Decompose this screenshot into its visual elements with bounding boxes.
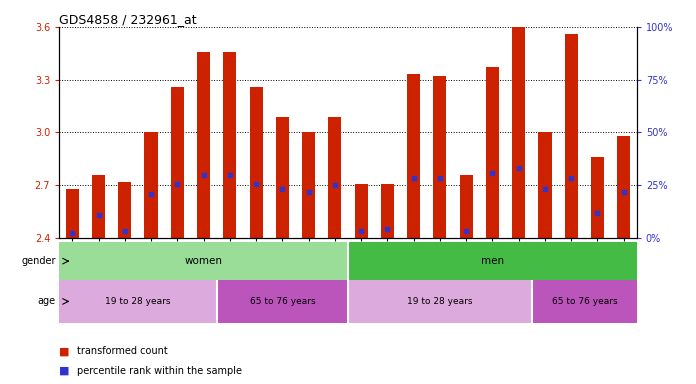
Bar (216, 280, 348, 323)
Text: percentile rank within the sample: percentile rank within the sample (77, 366, 242, 376)
Point (277, 186, 288, 192)
Point (172, 180, 183, 187)
Bar (118, 182, 132, 238)
Bar (171, 87, 184, 238)
Bar (276, 117, 289, 238)
Bar (434, 76, 446, 238)
Bar (92, 175, 105, 238)
Bar (407, 74, 420, 238)
Point (539, 186, 551, 192)
Bar (539, 132, 551, 238)
Text: 65 to 76 years: 65 to 76 years (250, 297, 315, 306)
Bar (354, 184, 367, 238)
Point (251, 180, 262, 187)
Bar (250, 87, 262, 238)
Bar (302, 132, 315, 238)
Point (67, 230, 78, 236)
Bar (459, 175, 473, 238)
Bar (65, 189, 79, 238)
Text: women: women (184, 256, 223, 266)
Point (592, 210, 603, 217)
Bar (486, 67, 499, 238)
Point (434, 175, 445, 181)
Bar (617, 136, 631, 238)
Bar (591, 157, 604, 238)
Bar (348, 242, 637, 280)
Text: 65 to 76 years: 65 to 76 years (551, 297, 617, 306)
Text: 19 to 28 years: 19 to 28 years (105, 297, 171, 306)
Bar (532, 280, 637, 323)
Point (356, 228, 367, 234)
Text: men: men (481, 256, 504, 266)
Text: GDS4858 / 232961_at: GDS4858 / 232961_at (59, 13, 197, 26)
Point (382, 226, 393, 232)
Bar (59, 280, 216, 323)
Bar (59, 242, 348, 280)
Point (513, 165, 524, 171)
Text: 19 to 28 years: 19 to 28 years (407, 297, 473, 306)
Point (198, 172, 209, 178)
Bar (329, 117, 342, 238)
Point (329, 182, 340, 188)
Point (224, 172, 235, 178)
Text: age: age (38, 296, 56, 306)
Point (303, 189, 314, 195)
Text: gender: gender (21, 256, 56, 266)
Bar (145, 132, 157, 238)
Point (93, 212, 104, 218)
Bar (223, 51, 237, 238)
Point (487, 170, 498, 176)
Text: transformed count: transformed count (77, 346, 167, 356)
Point (618, 189, 629, 195)
Point (566, 175, 577, 181)
Bar (381, 184, 394, 238)
Text: ■: ■ (59, 366, 70, 376)
Point (145, 191, 157, 197)
Text: ■: ■ (59, 346, 70, 356)
Bar (512, 27, 525, 238)
Point (119, 228, 130, 234)
Point (408, 175, 419, 181)
Bar (197, 51, 210, 238)
Point (461, 228, 472, 234)
Bar (348, 280, 532, 323)
Bar (564, 34, 578, 238)
